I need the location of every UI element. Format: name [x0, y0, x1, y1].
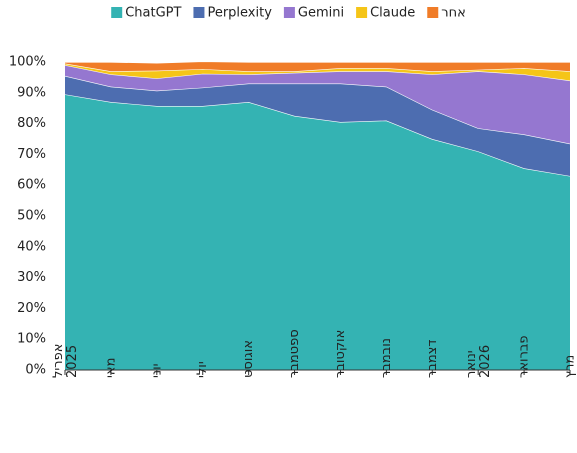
legend-swatch [356, 7, 368, 18]
area [65, 63, 570, 81]
legend-swatch [111, 7, 123, 18]
y-tick-label: 50% [17, 209, 46, 224]
legend-label: ChatGPT [125, 6, 181, 21]
y-tick-label: 100% [9, 55, 46, 70]
area [65, 65, 570, 144]
y-tick-label: 80% [17, 116, 46, 131]
x-tick-label: יוני [149, 363, 164, 378]
y-tick-label: 90% [17, 85, 46, 100]
legend-label: Claude [370, 6, 415, 21]
legend-swatch [283, 7, 295, 18]
legend-swatch [427, 7, 439, 18]
x-tick-label: פברואר [517, 335, 532, 378]
x-tick-label: יולי [195, 361, 210, 378]
y-tick-label: 70% [17, 147, 46, 162]
area [65, 61, 570, 72]
legend-label: Perplexity [207, 6, 272, 21]
x-tick-label: אוגוסט [241, 340, 256, 378]
area [65, 75, 570, 176]
y-tick-label: 20% [17, 301, 46, 316]
y-tick-label: 60% [17, 178, 46, 193]
legend: ChatGPT Perplexity Gemini Claude אחר [111, 6, 466, 21]
y-tick-label: 30% [17, 270, 46, 285]
legend-label: Gemini [298, 6, 344, 21]
x-tick-label: מרץ [563, 355, 577, 378]
x-tick-label: אוקטובר [333, 330, 348, 378]
area [65, 94, 570, 370]
legend-swatch [193, 7, 205, 18]
x-tick-label: נובמבר [379, 338, 394, 378]
y-tick-label: 40% [17, 239, 46, 254]
legend-label: אחר [441, 6, 466, 21]
x-tick-label-line: 2026 [478, 345, 493, 378]
y-tick-label: 0% [25, 363, 46, 378]
area-edge [65, 60, 570, 64]
x-tick-label: ינואר2026 [464, 345, 493, 378]
x-tick-label: אפריל2025 [51, 344, 80, 378]
x-tick-label-line: 2025 [65, 345, 80, 378]
x-tick-label: דצמבר [425, 340, 440, 379]
x-tick-label-line: אפריל [51, 344, 66, 378]
x-tick-label-line: ינואר [464, 350, 479, 378]
x-tick-label: מאי [103, 358, 118, 378]
y-tick-label: 10% [17, 332, 46, 347]
x-tick-label: ספטמבר [287, 329, 302, 378]
